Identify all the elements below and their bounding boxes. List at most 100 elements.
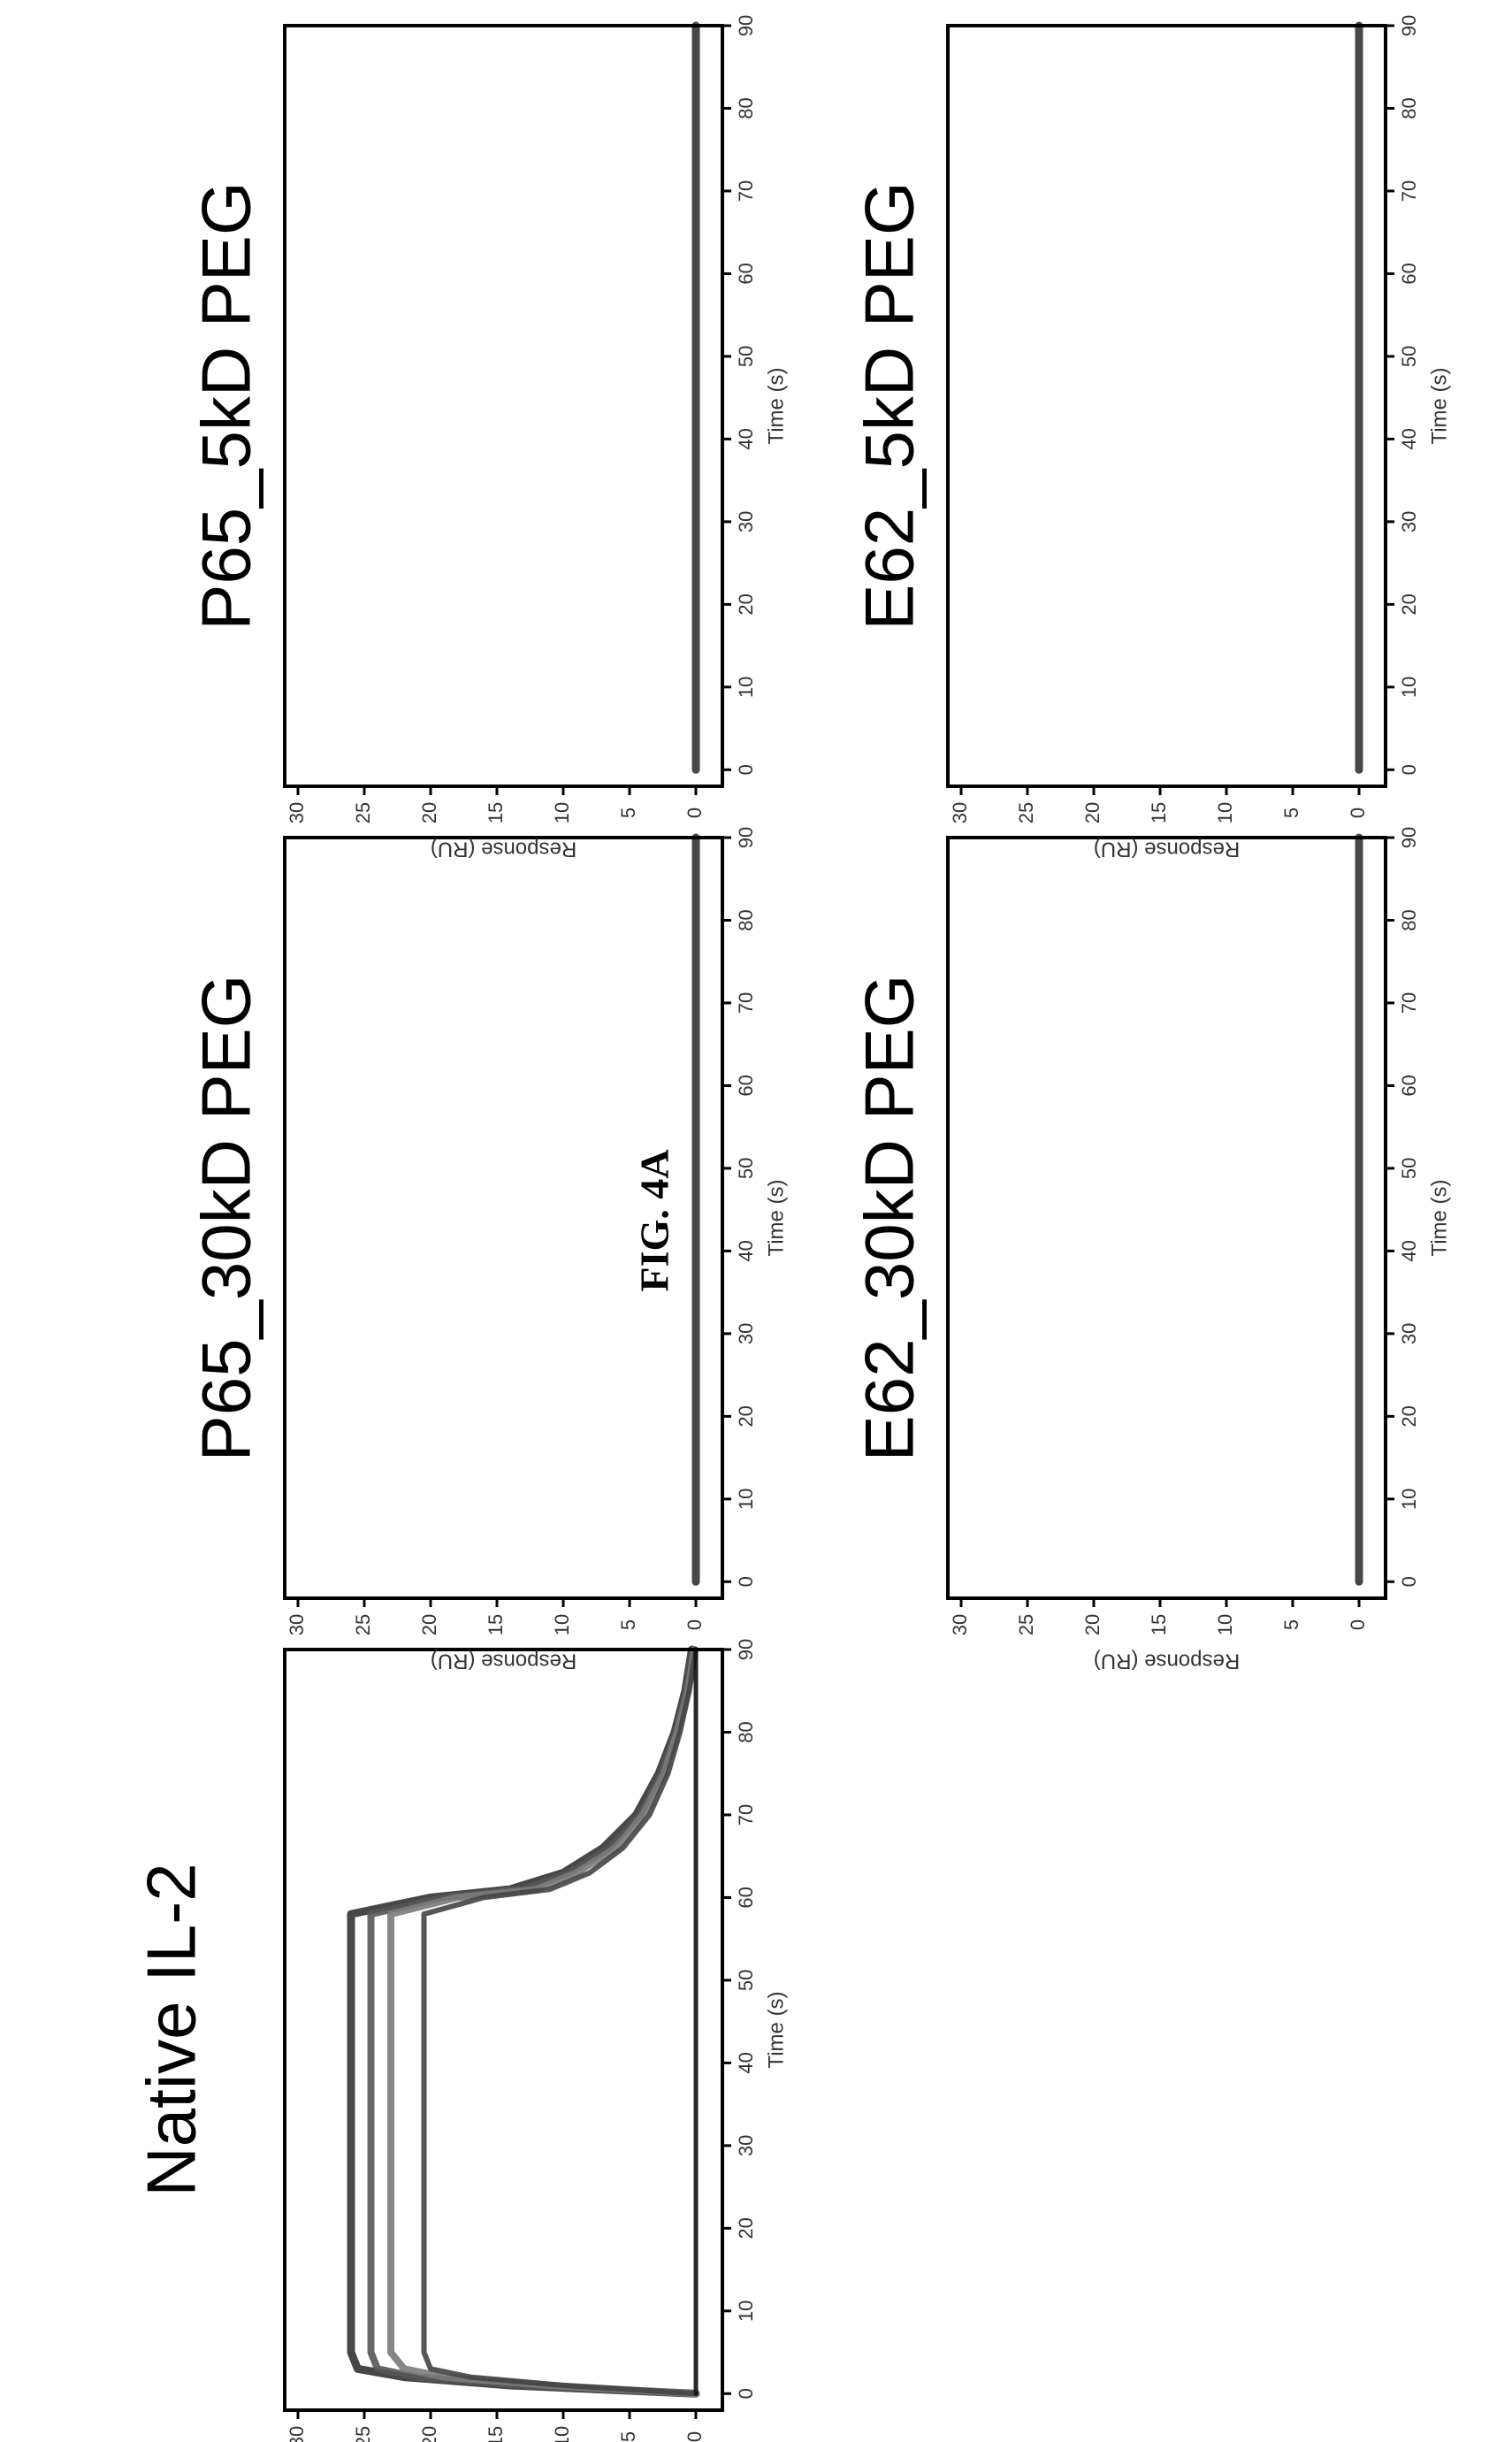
x-tick-label: 40 [735,1240,757,1261]
x-tick-label: 50 [1398,346,1420,367]
x-tick-label: 20 [735,2217,757,2239]
y-tick-label: 10 [551,802,573,823]
y-tick-label: 20 [418,1614,440,1635]
x-tick-label: 0 [735,2388,757,2399]
x-tick-label: 80 [1398,97,1420,119]
x-tick-label: 0 [735,764,757,775]
x-tick-label: 20 [1398,593,1420,615]
y-tick-label: 0 [683,2431,706,2442]
chart-panel: E62_5kD PEG 0 10 20 30 40 50 60 70 80 90 0 5 10 15 20 25… [851,15,1452,861]
x-tick-label: 60 [1398,263,1420,284]
x-tick-label: 30 [735,511,757,532]
x-tick-label: 10 [735,677,757,698]
x-tick-label: 30 [1398,1323,1420,1344]
y-tick-label: 15 [1148,802,1170,823]
series-line [387,1646,699,2398]
y-tick-label: 10 [1214,1614,1236,1635]
x-tick-label: 50 [735,346,757,367]
y-tick-label: 15 [485,1614,507,1635]
y-tick-label: 30 [286,2426,308,2442]
x-tick-label: 90 [735,15,757,36]
y-tick-label: 5 [1280,1619,1302,1630]
x-tick-label: 60 [735,1887,757,1908]
y-tick-label: 30 [949,1614,971,1635]
y-tick-label: 25 [352,802,374,823]
x-tick-label: 40 [735,428,757,449]
y-axis-label: Response (RU) [431,1650,577,1673]
x-tick-label: 70 [1398,992,1420,1014]
y-tick-label: 5 [617,1619,639,1630]
x-tick-label: 70 [735,992,757,1014]
x-tick-label: 10 [1398,1489,1420,1510]
y-tick-label: 30 [949,802,971,823]
x-tick-label: 20 [735,1405,757,1427]
x-tick-label: 0 [1398,764,1420,775]
chart-title: P65_5kD PEG [187,181,265,630]
y-tick-label: 0 [1347,1619,1369,1630]
y-tick-label: 10 [551,1614,573,1635]
x-tick-label: 80 [735,97,757,119]
y-tick-label: 30 [286,802,308,823]
y-tick-label: 5 [617,2431,639,2442]
x-axis-label: Time (s) [764,1991,788,2068]
y-tick-label: 15 [485,2426,507,2442]
x-tick-label: 20 [1398,1405,1420,1427]
x-tick-label: 30 [1398,511,1420,532]
y-tick-label: 5 [617,808,639,818]
x-tick-label: 0 [1398,1576,1420,1587]
y-tick-label: 5 [1280,808,1302,818]
x-tick-label: 10 [735,1489,757,1510]
y-tick-label: 0 [683,1619,706,1630]
x-axis-label: Time (s) [764,1179,788,1256]
series-line [421,1647,699,2397]
chart-panel: E62_30kD PEG 0 10 20 30 40 50 60 70 80 90 0 5 10 15 20 2… [851,827,1452,1673]
y-tick-label: 30 [286,1614,308,1635]
x-tick-label: 80 [735,1721,757,1742]
x-tick-label: 70 [735,1804,757,1826]
chart-panel: P65_5kD PEG 0 10 20 30 40 50 60 70 80 90 0 5 10 15 20 25… [187,15,789,861]
plot-frame [283,24,724,788]
x-tick-label: 60 [1398,1075,1420,1096]
y-tick-label: 20 [418,2426,440,2442]
chart-title: Native IL-2 [133,1863,210,2196]
chart-panel: Native IL-2 0 10 20 30 40 50 60 70 80 90 0 5 10 15 20 25… [133,1639,789,2442]
y-tick-label: 0 [1347,808,1369,818]
x-axis-label: Time (s) [764,367,788,444]
x-tick-label: 20 [735,593,757,615]
x-tick-label: 0 [735,1576,757,1587]
x-tick-label: 60 [735,1075,757,1096]
x-tick-label: 50 [735,1970,757,1991]
plot-frame [283,836,724,1600]
y-tick-label: 25 [1015,1614,1037,1635]
y-tick-label: 25 [1015,802,1037,823]
x-tick-label: 30 [735,2135,757,2156]
plot-frame [283,1648,724,2412]
x-tick-label: 70 [735,180,757,202]
chart-title: E62_30kD PEG [851,975,928,1462]
plot-frame [946,24,1387,788]
x-tick-label: 70 [1398,180,1420,202]
chart-title: P65_30kD PEG [187,975,265,1462]
figure-label: FIG. 4A [632,1150,677,1292]
y-tick-label: 25 [352,2426,374,2442]
x-tick-label: 50 [1398,1158,1420,1179]
plot-frame [946,836,1387,1600]
x-tick-label: 40 [735,2052,757,2073]
x-tick-label: 90 [735,1639,757,1660]
x-tick-label: 80 [735,909,757,930]
x-tick-label: 10 [735,2300,757,2322]
x-tick-label: 90 [1398,827,1420,848]
y-tick-label: 20 [418,802,440,823]
y-tick-label: 15 [1148,1614,1170,1635]
y-tick-label: 20 [1081,802,1103,823]
x-tick-label: 80 [1398,909,1420,930]
x-tick-label: 10 [1398,677,1420,698]
x-tick-label: 40 [1398,428,1420,449]
y-tick-label: 10 [551,2426,573,2442]
chart-panels: Native IL-201020304050607080900510152025… [133,15,1452,2442]
y-tick-label: 15 [485,802,507,823]
y-tick-label: 10 [1214,802,1236,823]
x-tick-label: 90 [735,827,757,848]
x-tick-label: 40 [1398,1240,1420,1261]
